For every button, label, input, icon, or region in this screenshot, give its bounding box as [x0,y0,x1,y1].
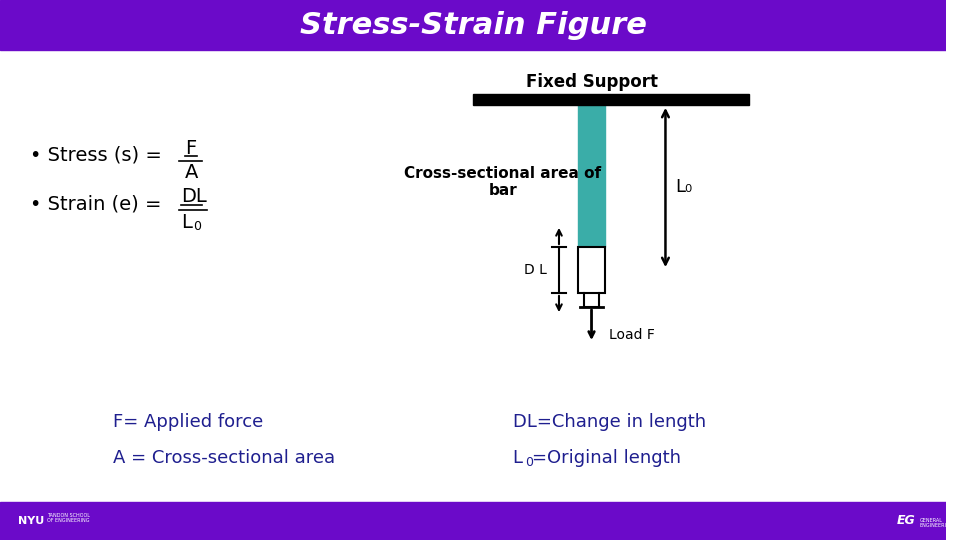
Text: A = Cross-sectional area: A = Cross-sectional area [113,449,335,467]
Text: 0: 0 [525,456,534,469]
Text: Load F: Load F [610,328,655,342]
Text: A: A [185,163,199,181]
Bar [0,50,947,502]
Text: DL=Change in length: DL=Change in length [513,413,706,431]
Bar [0,502,947,540]
Text: Stress-Strain Figure: Stress-Strain Figure [300,10,647,39]
Text: Cross-sectional area of
bar: Cross-sectional area of bar [404,166,601,198]
Bar [578,105,606,247]
Text: TANDON SCHOOL
OF ENGINEERING: TANDON SCHOOL OF ENGINEERING [47,512,90,523]
Text: F: F [185,138,197,158]
Text: GENERAL
ENGINEERING: GENERAL ENGINEERING [920,518,954,529]
Text: Fixed Support: Fixed Support [525,73,658,91]
Text: • Strain (e) =: • Strain (e) = [30,194,167,213]
Text: D L: D L [524,263,547,277]
Bar [578,247,606,293]
Text: EG: EG [898,515,916,528]
Text: 0: 0 [193,220,202,233]
Text: L: L [513,449,522,467]
Text: L₀: L₀ [675,179,692,197]
Text: DL: DL [181,187,207,206]
Text: F= Applied force: F= Applied force [113,413,264,431]
Bar [0,0,947,50]
Text: =Original length: =Original length [533,449,682,467]
Bar [473,94,749,105]
Text: NYU: NYU [17,516,44,526]
Text: • Stress (s) =: • Stress (s) = [30,145,168,165]
Text: L: L [181,213,192,232]
